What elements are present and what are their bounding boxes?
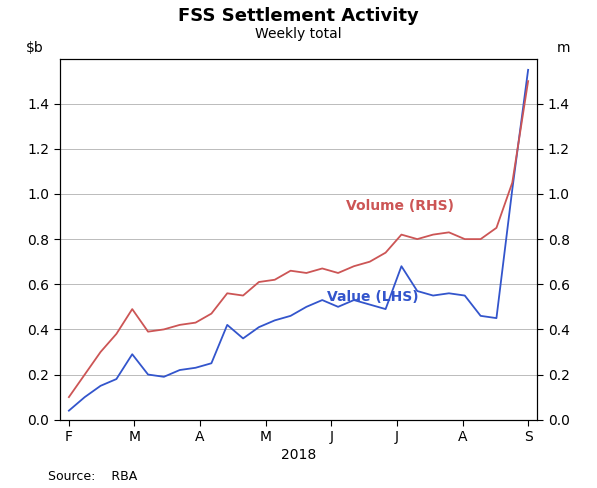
X-axis label: 2018: 2018 [281,448,316,462]
Text: Volume (RHS): Volume (RHS) [346,199,454,213]
Text: FSS Settlement Activity: FSS Settlement Activity [178,7,419,25]
Text: $b: $b [26,41,44,55]
Text: Value (LHS): Value (LHS) [327,289,418,304]
Text: Source:    RBA: Source: RBA [48,470,137,483]
Text: m: m [557,41,571,55]
Text: Weekly total: Weekly total [255,27,342,41]
